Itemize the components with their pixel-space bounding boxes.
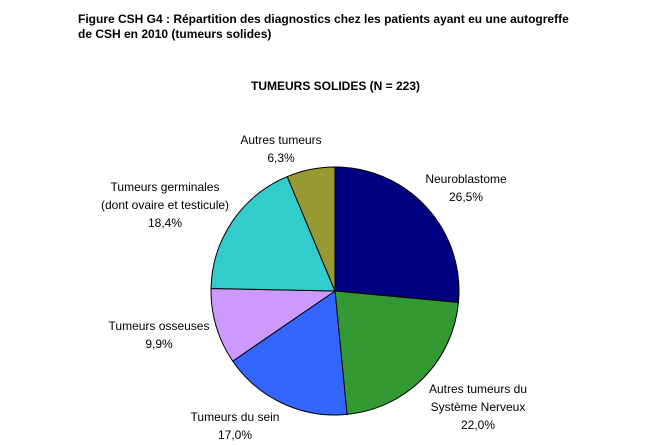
pie-slice-tumeurs-osseuses xyxy=(210,287,337,362)
slice-label-tumeurs-osseuses-value: 9,9% xyxy=(145,337,173,351)
pie-slice-neuroblastome xyxy=(334,166,460,304)
slice-label-tumeurs-osseuses: Tumeurs osseuses 9,9% xyxy=(94,317,224,353)
slice-label-autres-tumeurs-systeme-nerveux-name-1: Autres tumeurs du xyxy=(428,382,528,396)
slice-label-autres-tumeurs-systeme-nerveux-name-2: Système Nerveux xyxy=(430,400,526,414)
slice-label-tumeurs-du-sein-value: 17,0% xyxy=(217,428,253,442)
pie-slice-autres-tumeurs xyxy=(286,166,336,292)
slice-label-neuroblastome: Neuroblastome 26,5% xyxy=(406,170,526,206)
slice-label-tumeurs-germinales-value: 18,4% xyxy=(147,216,183,230)
slice-label-tumeurs-germinales-name-2: (dont ovaire et testicule) xyxy=(100,198,230,212)
figure-title: Figure CSH G4 : Répartition des diagnost… xyxy=(78,12,658,42)
figure-title-line-2: de CSH en 2010 (tumeurs solides) xyxy=(78,27,272,41)
slice-label-autres-tumeurs-systeme-nerveux: Autres tumeurs du Système Nerveux 22,0% xyxy=(408,380,548,434)
figure-title-line-1: Figure CSH G4 : Répartition des diagnost… xyxy=(78,12,569,26)
slice-label-autres-tumeurs: Autres tumeurs 6,3% xyxy=(226,131,336,167)
slice-label-autres-tumeurs-name: Autres tumeurs xyxy=(240,133,322,147)
slice-label-tumeurs-germinales-name-1: Tumeurs germinales xyxy=(110,180,220,194)
chart-title-text: TUMEURS SOLIDES (N = 223) xyxy=(250,79,421,93)
slice-label-tumeurs-osseuses-name: Tumeurs osseuses xyxy=(108,319,210,333)
slice-label-tumeurs-du-sein: Tumeurs du sein 17,0% xyxy=(170,408,300,444)
slice-label-tumeurs-du-sein-name: Tumeurs du sein xyxy=(190,410,280,424)
slice-label-autres-tumeurs-value: 6,3% xyxy=(267,151,295,165)
slice-label-neuroblastome-name: Neuroblastome xyxy=(425,172,507,186)
pie-slice-tumeurs-du-sein xyxy=(232,290,348,416)
slice-label-autres-tumeurs-systeme-nerveux-value: 22,0% xyxy=(460,418,496,432)
chart-title: TUMEURS SOLIDES (N = 223) xyxy=(0,79,669,93)
pie-slice-autres-tumeurs-du-systeme-nerveux xyxy=(334,290,460,415)
slice-label-neuroblastome-value: 26,5% xyxy=(448,190,484,204)
slice-label-tumeurs-germinales: Tumeurs germinales (dont ovaire et testi… xyxy=(90,178,240,232)
pie-slice-tumeurs-germinales-dont-ovaire-et-testicule xyxy=(210,175,336,292)
